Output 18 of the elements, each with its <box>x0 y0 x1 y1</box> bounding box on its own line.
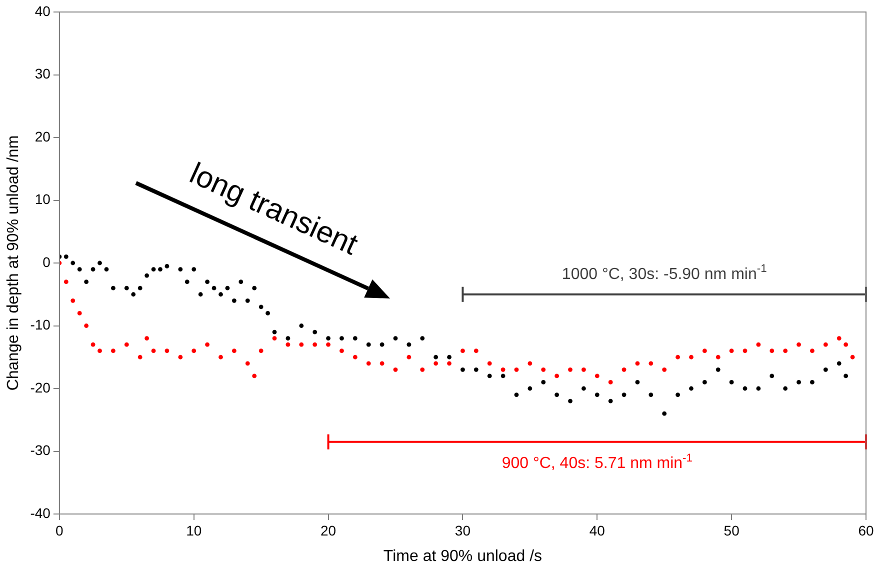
y-tick-label: 40 <box>34 2 51 19</box>
x-tick-label: 0 <box>56 522 64 538</box>
x-tick-label: 60 <box>858 522 874 538</box>
x-tick-label: 30 <box>454 522 471 538</box>
x-axis-title: Time at 90% unload /s <box>383 548 542 565</box>
y-tick-label: -20 <box>30 379 51 396</box>
y-tick-label: -30 <box>30 442 51 458</box>
x-tick-label: 20 <box>320 522 336 538</box>
y-tick-label: 10 <box>34 191 51 208</box>
y-tick-label: -40 <box>30 504 51 521</box>
x-tick-label: 10 <box>186 522 202 538</box>
y-tick-label: -10 <box>30 316 51 333</box>
y-axis-title: Change in depth at 90% unload /nm <box>5 135 22 391</box>
y-tick-label: 20 <box>34 128 51 144</box>
x-tick-label: 50 <box>724 522 740 538</box>
x-tick-label: 40 <box>589 522 606 538</box>
y-tick-label: 0 <box>42 254 51 270</box>
y-tick-label: 30 <box>34 66 51 82</box>
